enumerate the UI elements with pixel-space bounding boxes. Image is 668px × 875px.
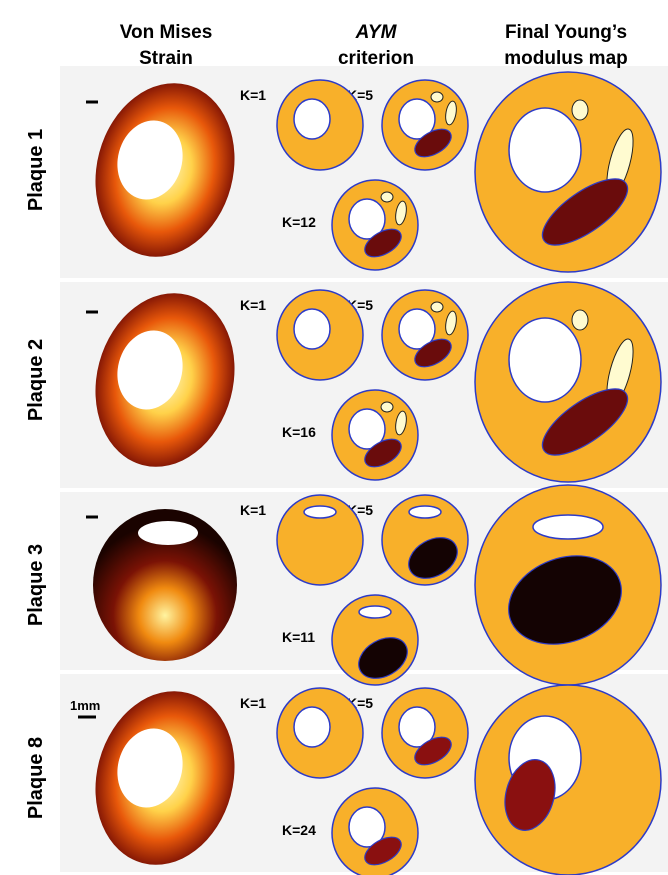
strain-lumen [138,521,198,545]
calcification [572,100,588,120]
column-title: Von Mises [120,22,213,43]
k-label: K=1 [240,502,266,518]
calcification [381,192,393,202]
calcification [431,302,443,312]
figure: Von Mises Strain AYM criterion Final You… [0,0,668,875]
header: Von Mises Strain AYM criterion Final You… [120,22,628,69]
calcification [572,310,588,330]
lumen [359,606,391,618]
calcification [431,92,443,102]
lumen [294,707,330,747]
k-label: K=1 [240,297,266,313]
lumen [509,318,581,402]
lumen [533,515,603,539]
lumen [294,99,330,139]
column-title: modulus map [504,48,628,69]
row-label: Plaque 8 [25,737,47,819]
k-label: K=16 [282,424,316,440]
column-title: Strain [139,48,193,69]
lumen [509,108,581,192]
row-label: Plaque 3 [25,544,47,626]
k-label: K=1 [240,87,266,103]
k-label: K=1 [240,695,266,711]
column-title: AYM [355,22,398,43]
column-title: criterion [338,48,414,69]
lumen [304,506,336,518]
lumen [409,506,441,518]
row-label: Plaque 1 [25,129,47,211]
scale-label: 1mm [70,698,100,713]
k-label: K=12 [282,214,316,230]
k-label: K=11 [282,629,315,645]
row-label: Plaque 2 [25,339,47,421]
column-title: Final Young’s [505,22,627,43]
lumen [294,309,330,349]
k-label: K=24 [282,822,316,838]
calcification [381,402,393,412]
